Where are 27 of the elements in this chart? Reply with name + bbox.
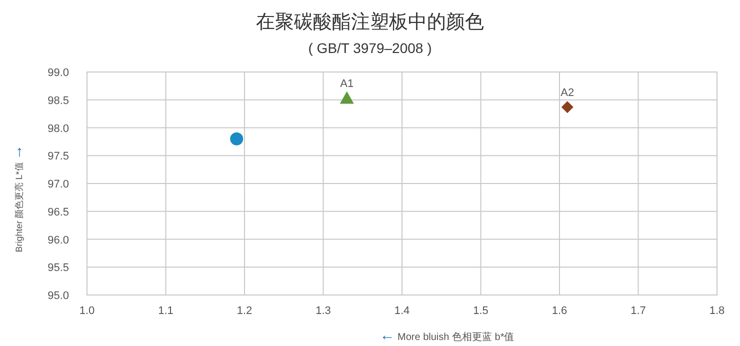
- chart-title: 在聚碳酸酯注塑板中的颜色: [256, 11, 484, 33]
- y-tick-label: 96.0: [48, 234, 69, 246]
- y-tick-label: 97.0: [48, 178, 69, 190]
- y-tick-label: 99.0: [48, 67, 69, 79]
- x-tick-label: 1.3: [316, 305, 331, 317]
- y-tick-label: 98.0: [48, 122, 69, 135]
- point: [340, 91, 354, 104]
- chart-subtitle: ( GB/T 3979–2008 ): [308, 40, 432, 56]
- x-tick-label: 1.0: [79, 305, 95, 317]
- x-tick-label: 1.2: [236, 305, 252, 317]
- x-tick-label: 1.8: [709, 305, 725, 317]
- x-tick-label: 1.6: [552, 305, 568, 317]
- y-tick-label: 96.5: [48, 206, 69, 218]
- series-label: A1: [340, 78, 354, 90]
- point: [561, 101, 574, 114]
- y-tick-label: 97.5: [48, 150, 69, 163]
- y-tick-label: 95.0: [48, 290, 69, 302]
- y-tick-label: 95.5: [48, 262, 69, 274]
- point: [230, 132, 244, 146]
- x-tick-label: 1.5: [473, 305, 488, 317]
- y-tick-label: 98.5: [48, 94, 69, 107]
- x-tick-label: 1.4: [394, 305, 410, 317]
- y-axis-title: Brighter 颜色更亮 L*值 →: [9, 144, 26, 252]
- x-axis-title: ← More bluish 色相更蓝 b*值: [380, 327, 514, 344]
- series-label: A2: [560, 87, 574, 100]
- x-tick-label: 1.1: [158, 305, 174, 317]
- x-tick-label: 1.7: [630, 305, 646, 317]
